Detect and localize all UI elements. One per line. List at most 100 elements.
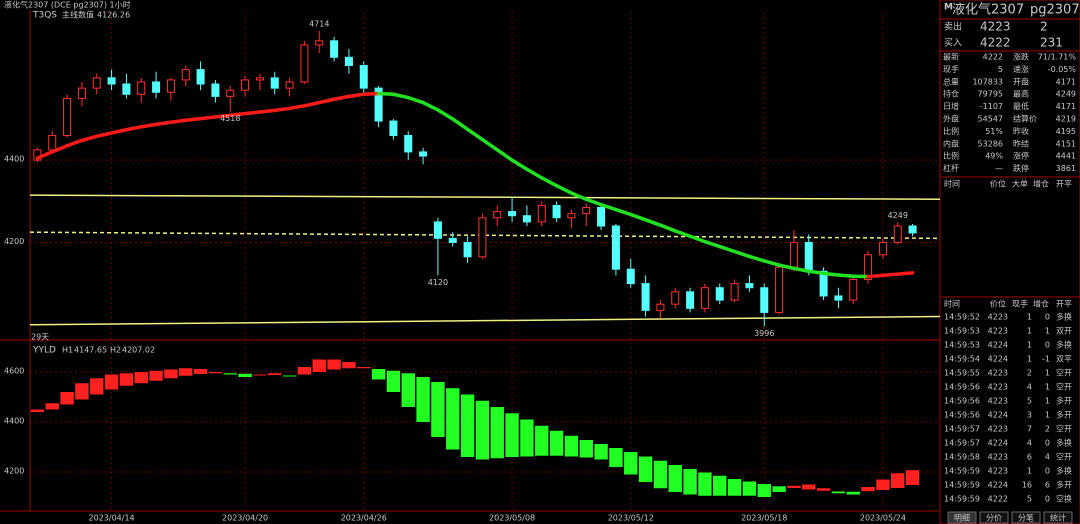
stat-value: — <box>995 164 1003 173</box>
indicator-bar <box>327 359 341 370</box>
candle-body <box>211 83 220 97</box>
candle-body <box>552 204 561 219</box>
tab-label[interactable]: 统计 <box>1050 513 1066 523</box>
tick-cell: 4 <box>1027 383 1032 392</box>
tab[interactable] <box>1011 511 1041 524</box>
indicator-bar <box>742 481 757 496</box>
tab[interactable] <box>979 511 1009 524</box>
indicator-bar <box>727 479 742 496</box>
tick-cell: 4223 <box>988 383 1008 392</box>
tick-cell: 1 <box>1027 327 1032 336</box>
stat-value: 54547 <box>978 115 1003 124</box>
ma-segment <box>643 218 663 227</box>
indicator-bar <box>238 373 252 377</box>
ma-segment <box>198 115 218 121</box>
candle-body <box>181 69 190 81</box>
tab-label[interactable]: 明细 <box>954 513 970 523</box>
indicator-bar <box>431 382 445 437</box>
ma-segment <box>317 97 336 105</box>
tick-cell: 多换 <box>1056 312 1072 322</box>
candle-body <box>641 283 650 311</box>
tick-cell: 双开 <box>1056 327 1072 336</box>
tick-cell: 空开 <box>1056 368 1072 378</box>
indicator-bar <box>831 491 846 494</box>
candle-body <box>255 77 264 81</box>
stat-value: 4195 <box>1056 127 1076 136</box>
tick-cell: 3 <box>1027 411 1032 420</box>
tab-label[interactable]: 分价 <box>986 514 1002 523</box>
tick-cell: 4224 <box>988 481 1008 490</box>
quote-label: 买入 <box>944 38 962 49</box>
ma-segment <box>703 239 722 249</box>
tick-cell: 4222 <box>988 495 1008 504</box>
quote-panel <box>939 0 1080 524</box>
candle-body <box>122 83 131 95</box>
stat-label: 昨结 <box>1013 138 1029 148</box>
tick-cell: 5 <box>1027 495 1032 504</box>
candle-body <box>359 65 368 89</box>
tick-cell: 4223 <box>988 453 1008 462</box>
ma-segment <box>287 104 307 111</box>
candle-body <box>77 87 86 99</box>
ma-segment <box>792 266 811 274</box>
ma-segment <box>80 134 99 143</box>
indicator-bar <box>891 473 905 488</box>
stat-label: 最新 <box>943 52 959 62</box>
tick-cell: 14:59:58 <box>944 453 980 462</box>
ma-segment <box>525 167 544 180</box>
tick-cell: 4224 <box>988 341 1008 350</box>
tick-cell: 7 <box>1027 425 1032 434</box>
stat-value: 4171 <box>1056 102 1076 111</box>
candle-body <box>819 270 828 297</box>
legend-value: 4147.65 <box>74 346 107 355</box>
ma-segment <box>688 234 707 244</box>
tick-cell: 4223 <box>988 425 1008 434</box>
icon: M <box>944 3 953 13</box>
candle-body <box>92 77 101 89</box>
stat-label: 跌停 <box>1013 163 1029 173</box>
quote-price: 4223 <box>980 20 1011 34</box>
stat-value: 4441 <box>1056 152 1076 161</box>
indicator-bar <box>653 460 668 489</box>
stat-label: 总量 <box>943 76 959 86</box>
indicator-bar <box>624 452 638 475</box>
tab-label[interactable]: 分笔 <box>1018 513 1034 523</box>
tick-cell: 1 <box>1045 369 1050 378</box>
stat-value: 3861 <box>1056 164 1076 173</box>
stat-label: 内盘 <box>943 138 959 148</box>
stat-label: 涨跌 <box>1013 52 1029 62</box>
tick-cell: 1 <box>1027 313 1032 322</box>
x-tick-label: 2023/04/14 <box>89 514 135 523</box>
tick-cell: 6 <box>1045 481 1050 490</box>
tick-cell: 1 <box>1027 467 1032 476</box>
tab[interactable] <box>1043 511 1073 524</box>
candle-body <box>789 241 798 268</box>
candle-body <box>478 217 487 258</box>
quote-label: 卖出 <box>944 21 962 33</box>
price-annotation: 4518 <box>220 114 240 123</box>
candle-body <box>344 56 353 66</box>
ma-segment <box>599 202 618 212</box>
tick-cell: 14:59:53 <box>944 327 980 336</box>
tick-cell: 空开 <box>1056 424 1072 434</box>
x-tick-label: 2023/05/18 <box>741 514 787 523</box>
ma-segment <box>718 244 737 254</box>
indicator-bar <box>30 409 45 412</box>
period-label: 29天 <box>31 333 49 342</box>
indicator-bar <box>594 444 608 460</box>
stat-value: 107833 <box>972 77 1003 86</box>
candle-body <box>226 89 235 97</box>
candle-body <box>893 225 902 243</box>
tick-cell: 14:59:56 <box>944 411 980 420</box>
column-header: 价位 <box>990 179 1006 189</box>
stat-value: 4171 <box>1056 77 1076 86</box>
tick-cell: 多换 <box>1056 340 1072 350</box>
tab[interactable] <box>947 511 977 524</box>
trendline <box>29 315 941 326</box>
ma-segment <box>732 249 752 259</box>
indicator-bar <box>802 484 816 490</box>
window-title: 液化气2307 (DCE pg2307) 1小时 <box>4 0 131 10</box>
tick-cell: 多开 <box>1056 410 1072 420</box>
legend-name: H2 <box>110 346 121 355</box>
